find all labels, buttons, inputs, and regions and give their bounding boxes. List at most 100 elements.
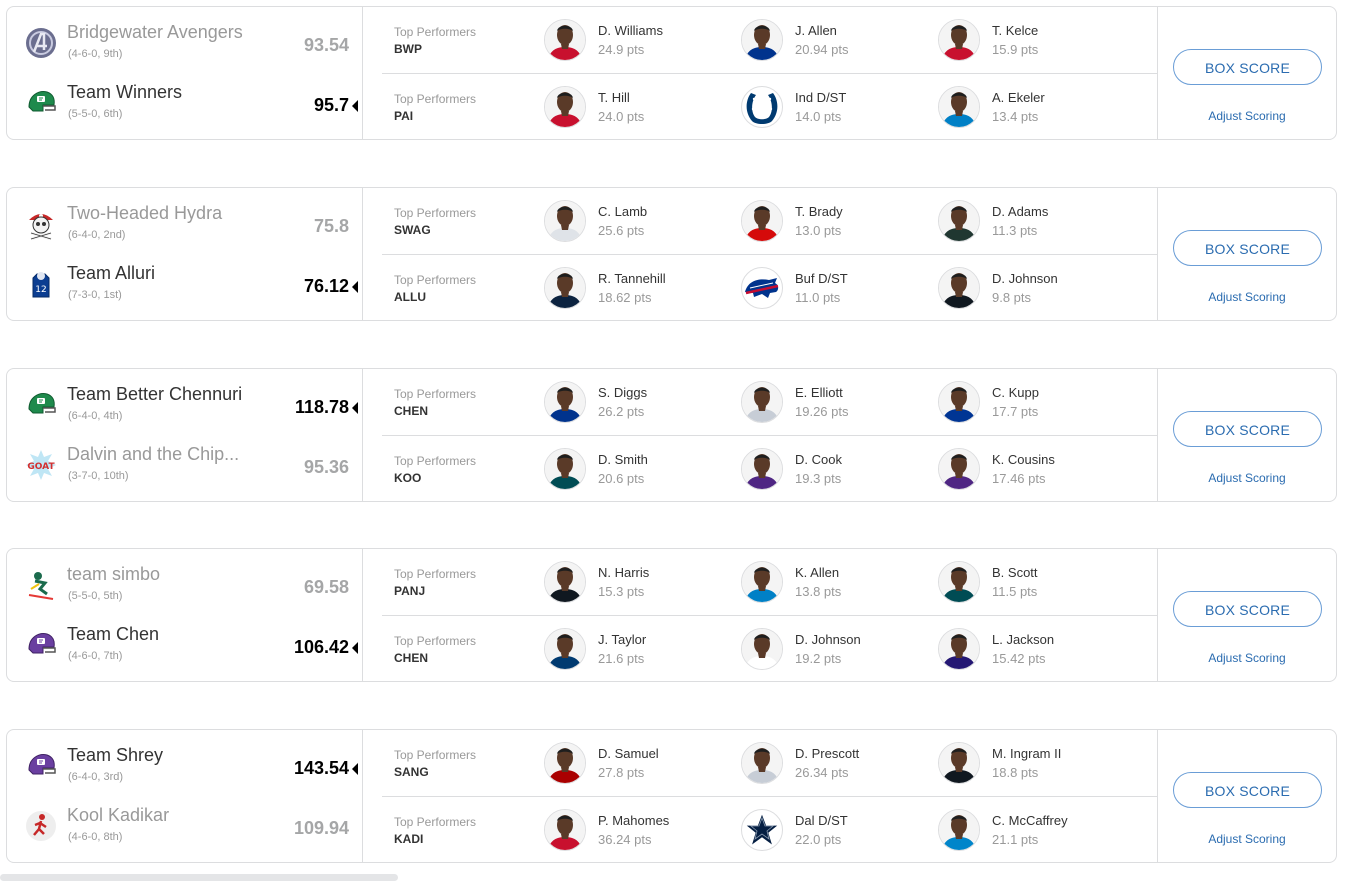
player-card[interactable]: J. Allen 20.94 pts bbox=[741, 19, 931, 63]
player-name[interactable]: D. Johnson bbox=[992, 271, 1058, 286]
player-name[interactable]: L. Jackson bbox=[992, 632, 1055, 647]
player-card[interactable]: Dal D/ST 22.0 pts bbox=[741, 809, 931, 853]
team-row[interactable]: team simbo (5-5-0, 5th) 69.58 bbox=[7, 559, 363, 619]
player-card[interactable]: K. Cousins 17.46 pts bbox=[938, 448, 1128, 492]
team-row[interactable]: Two-Headed Hydra (6-4-0, 2nd) 75.8 bbox=[7, 198, 363, 258]
player-name[interactable]: P. Mahomes bbox=[598, 813, 670, 828]
team-row[interactable]: Team Shrey (6-4-0, 3rd) 143.54 bbox=[7, 740, 363, 800]
team-name[interactable]: Bridgewater Avengers bbox=[67, 22, 243, 42]
player-card[interactable]: Ind D/ST 14.0 pts bbox=[741, 86, 931, 130]
team-row[interactable]: Kool Kadikar (4-6-0, 8th) 109.94 bbox=[7, 800, 363, 860]
player-name[interactable]: D. Smith bbox=[598, 452, 648, 467]
team-row[interactable]: Team Better Chennuri (6-4-0, 4th) 118.78 bbox=[7, 379, 363, 439]
player-card[interactable]: L. Jackson 15.42 pts bbox=[938, 628, 1128, 672]
player-headshot bbox=[938, 561, 980, 603]
player-card[interactable]: D. Smith 20.6 pts bbox=[544, 448, 734, 492]
horizontal-scrollbar[interactable] bbox=[0, 874, 398, 881]
player-headshot bbox=[741, 742, 783, 784]
player-name[interactable]: D. Johnson bbox=[795, 632, 861, 647]
player-card[interactable]: Buf D/ST 11.0 pts bbox=[741, 267, 931, 311]
player-name[interactable]: D. Samuel bbox=[598, 746, 659, 761]
player-name[interactable]: T. Kelce bbox=[992, 23, 1039, 38]
player-card[interactable]: D. Cook 19.3 pts bbox=[741, 448, 931, 492]
player-card[interactable]: C. Lamb 25.6 pts bbox=[544, 200, 734, 244]
team-name[interactable]: Team Winners bbox=[67, 82, 183, 102]
player-card[interactable]: E. Elliott 19.26 pts bbox=[741, 381, 931, 425]
player-points: 9.8 pts bbox=[992, 290, 1032, 305]
player-card[interactable]: K. Allen 13.8 pts bbox=[741, 561, 931, 605]
adjust-scoring-link[interactable]: Adjust Scoring bbox=[1208, 290, 1286, 304]
box-score-button[interactable]: BOX SCORE bbox=[1173, 411, 1322, 447]
player-card[interactable]: M. Ingram II 18.8 pts bbox=[938, 742, 1128, 786]
player-name[interactable]: B. Scott bbox=[992, 565, 1038, 580]
player-card[interactable]: T. Kelce 15.9 pts bbox=[938, 19, 1128, 63]
player-name[interactable]: A. Ekeler bbox=[992, 90, 1045, 105]
player-name[interactable]: T. Hill bbox=[598, 90, 630, 105]
team-row[interactable]: Team Winners (5-5-0, 6th) 95.7 bbox=[7, 77, 363, 137]
player-card[interactable]: D. Adams 11.3 pts bbox=[938, 200, 1128, 244]
player-card[interactable]: J. Taylor 21.6 pts bbox=[544, 628, 734, 672]
player-card[interactable]: D. Johnson 9.8 pts bbox=[938, 267, 1128, 311]
player-card[interactable]: P. Mahomes 36.24 pts bbox=[544, 809, 734, 853]
adjust-scoring-link[interactable]: Adjust Scoring bbox=[1208, 109, 1286, 123]
player-name[interactable]: D. Williams bbox=[598, 23, 663, 38]
team-name[interactable]: Dalvin and the Chip... bbox=[67, 444, 240, 464]
player-name[interactable]: J. Taylor bbox=[598, 632, 647, 647]
player-name[interactable]: C. Lamb bbox=[598, 204, 648, 219]
team-name[interactable]: team simbo bbox=[67, 564, 161, 584]
player-name[interactable]: K. Allen bbox=[795, 565, 840, 580]
box-score-button[interactable]: BOX SCORE bbox=[1173, 591, 1322, 627]
team-name[interactable]: Team Better Chennuri bbox=[67, 384, 243, 404]
player-card[interactable]: A. Ekeler 13.4 pts bbox=[938, 86, 1128, 130]
player-name[interactable]: C. Kupp bbox=[992, 385, 1039, 400]
player-card[interactable]: D. Johnson 19.2 pts bbox=[741, 628, 931, 672]
player-name[interactable]: D. Adams bbox=[992, 204, 1049, 219]
team-name[interactable]: Team Chen bbox=[67, 624, 160, 644]
player-name[interactable]: E. Elliott bbox=[795, 385, 843, 400]
team-name[interactable]: Team Alluri bbox=[67, 263, 156, 283]
player-card[interactable]: R. Tannehill 18.62 pts bbox=[544, 267, 734, 311]
player-name[interactable]: Dal D/ST bbox=[795, 813, 848, 828]
team-name[interactable]: Two-Headed Hydra bbox=[67, 203, 223, 223]
player-name[interactable]: C. McCaffrey bbox=[992, 813, 1068, 828]
box-score-button[interactable]: BOX SCORE bbox=[1173, 49, 1322, 85]
player-card[interactable]: D. Samuel 27.8 pts bbox=[544, 742, 734, 786]
adjust-scoring-link[interactable]: Adjust Scoring bbox=[1208, 651, 1286, 665]
player-name[interactable]: D. Cook bbox=[795, 452, 842, 467]
player-card[interactable]: D. Williams 24.9 pts bbox=[544, 19, 734, 63]
team-row[interactable]: Team Chen (4-6-0, 7th) 106.42 bbox=[7, 619, 363, 679]
player-name[interactable]: R. Tannehill bbox=[598, 271, 666, 286]
player-name[interactable]: Ind D/ST bbox=[795, 90, 847, 105]
performers-row: Top Performers PANJ N. Harris 15.3 pts K. Al… bbox=[382, 549, 1158, 616]
svg-text:GOAT: GOAT bbox=[27, 462, 55, 472]
player-name[interactable]: J. Allen bbox=[795, 23, 837, 38]
pirate-skull-logo bbox=[25, 208, 57, 240]
team-row[interactable]: 12 Team Alluri (7-3-0, 1st) 76.12 bbox=[7, 258, 363, 318]
player-card[interactable]: C. McCaffrey 21.1 pts bbox=[938, 809, 1128, 853]
player-name[interactable]: D. Prescott bbox=[795, 746, 860, 761]
player-name[interactable]: T. Brady bbox=[795, 204, 843, 219]
player-name[interactable]: M. Ingram II bbox=[992, 746, 1062, 761]
adjust-scoring-link[interactable]: Adjust Scoring bbox=[1208, 832, 1286, 846]
box-score-button[interactable]: BOX SCORE bbox=[1173, 230, 1322, 266]
team-row[interactable]: GOAT Dalvin and the Chip... (3-7-0, 10th) 9… bbox=[7, 439, 363, 499]
player-card[interactable]: B. Scott 11.5 pts bbox=[938, 561, 1128, 605]
team-score: 95.36 bbox=[303, 457, 349, 477]
team-name[interactable]: Team Shrey bbox=[67, 745, 164, 765]
player-card[interactable]: C. Kupp 17.7 pts bbox=[938, 381, 1128, 425]
team-name[interactable]: Kool Kadikar bbox=[67, 805, 170, 825]
player-card[interactable]: T. Hill 24.0 pts bbox=[544, 86, 734, 130]
player-name[interactable]: Buf D/ST bbox=[795, 271, 848, 286]
player-name[interactable]: S. Diggs bbox=[598, 385, 648, 400]
box-score-button[interactable]: BOX SCORE bbox=[1173, 772, 1322, 808]
player-name[interactable]: K. Cousins bbox=[992, 452, 1055, 467]
player-card[interactable]: N. Harris 15.3 pts bbox=[544, 561, 734, 605]
team-row[interactable]: Bridgewater Avengers (4-6-0, 9th) 93.54 bbox=[7, 17, 363, 77]
player-name[interactable]: N. Harris bbox=[598, 565, 650, 580]
player-card[interactable]: T. Brady 13.0 pts bbox=[741, 200, 931, 244]
player-card[interactable]: D. Prescott 26.34 pts bbox=[741, 742, 931, 786]
adjust-scoring-link[interactable]: Adjust Scoring bbox=[1208, 471, 1286, 485]
player-points: 20.6 pts bbox=[598, 471, 645, 486]
player-card[interactable]: S. Diggs 26.2 pts bbox=[544, 381, 734, 425]
team-record: (7-3-0, 1st) bbox=[68, 289, 122, 301]
